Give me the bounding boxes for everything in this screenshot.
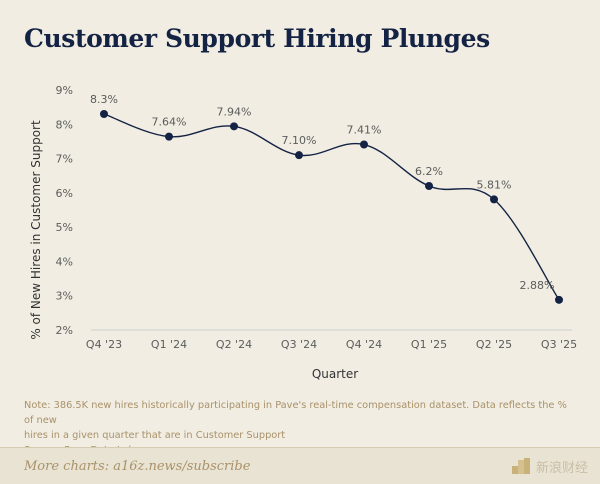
y-tick-label: 8%: [56, 118, 73, 131]
x-tick-label: Q2 '24: [216, 338, 252, 351]
data-point: [490, 195, 498, 204]
y-tick-label: 4%: [56, 255, 73, 268]
watermark-text: 新浪财经: [535, 460, 588, 476]
data-label: 7.94%: [217, 105, 252, 118]
x-tick-label: Q4 '23: [86, 338, 122, 351]
note-line: hires in a given quarter that are in Cus…: [24, 430, 286, 441]
data-point: [165, 132, 173, 141]
footer: More charts: a16z.news/subscribe 新浪财经: [0, 447, 600, 484]
data-label: 7.10%: [282, 134, 317, 147]
data-point: [100, 110, 108, 118]
y-tick-label: 7%: [56, 153, 73, 166]
y-axis-label: % of New Hires in Customer Support: [29, 120, 43, 340]
data-point: [425, 182, 433, 190]
data-label: 7.64%: [152, 116, 187, 129]
x-tick-label: Q2 '25: [476, 338, 512, 351]
data-point: [360, 140, 368, 149]
watermark-logo-icon: [511, 458, 530, 474]
x-tick-label: Q3 '25: [541, 338, 577, 351]
series-line: [103, 113, 560, 301]
line-chart: 2% 3% 4% 5% 6% 7% 8% 9% Q4 '23 Q1 '24 Q2 '24 Q3 '2…: [29, 84, 577, 381]
x-tick-label: Q1 '24: [151, 338, 187, 351]
data-point: [230, 122, 238, 131]
x-axis-label: Quarter: [312, 367, 358, 381]
y-tick-label: 2%: [56, 324, 73, 337]
y-tick-label: 5%: [56, 221, 73, 234]
x-tick-label: Q1 '25: [411, 338, 447, 351]
y-tick-label: 6%: [56, 187, 73, 200]
y-tick-label: 3%: [56, 290, 73, 303]
data-label: 2.88%: [520, 279, 555, 292]
data-point: [555, 295, 563, 304]
y-axis: 2% 3% 4% 5% 6% 7% 8% 9%: [56, 84, 73, 337]
subscribe-link[interactable]: More charts: a16z.news/subscribe: [24, 459, 251, 474]
x-tick-label: Q4 '24: [346, 338, 382, 351]
x-tick-label: Q3 '24: [281, 338, 317, 351]
data-label: 6.2%: [415, 165, 443, 178]
watermark: 新浪财经: [511, 455, 588, 477]
y-tick-label: 9%: [56, 84, 73, 97]
data-label: 7.41%: [347, 124, 382, 137]
note-line: Note: 386.5K new hires historically part…: [24, 400, 567, 426]
footer-divider: [0, 447, 600, 448]
chart-title: Customer Support Hiring Plunges: [24, 24, 490, 53]
series-layer: 8.3% 7.64% 7.94% 7.10% 7.41% 6.2% 5.81% 2.88%: [90, 93, 563, 304]
data-label: 5.81%: [477, 178, 512, 191]
data-label: 8.3%: [90, 93, 118, 106]
x-axis: Q4 '23 Q1 '24 Q2 '24 Q3 '24 Q4 '24 Q1 '25 Q2 '…: [86, 329, 577, 351]
data-point: [295, 151, 303, 160]
